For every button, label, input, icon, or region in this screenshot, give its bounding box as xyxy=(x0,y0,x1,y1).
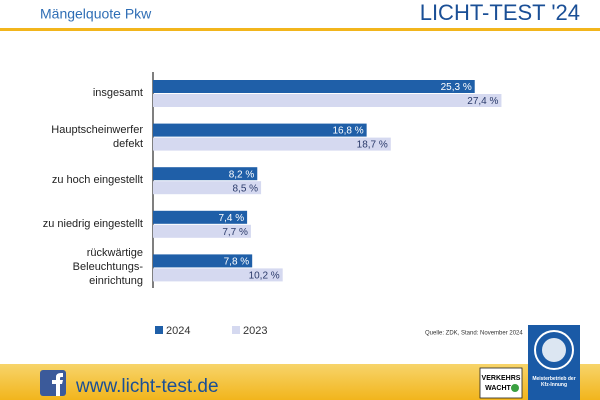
bar xyxy=(153,123,367,137)
bar xyxy=(153,137,391,151)
value-label: 25,3 % xyxy=(441,82,472,93)
category-label: zu hoch eingestellt xyxy=(51,174,143,187)
brand: LICHT-TEST '24 xyxy=(420,0,580,25)
category-label: rückwärtige Beleuchtungs- einrichtung xyxy=(72,247,143,288)
category-label: Hauptscheinwerfer defekt xyxy=(51,123,143,150)
legend-swatch xyxy=(232,326,240,334)
value-label: 27,4 % xyxy=(467,96,498,107)
facebook-f xyxy=(52,373,63,396)
partner-logo xyxy=(479,367,523,399)
category-label: insgesamt xyxy=(92,87,143,99)
value-label: 18,7 % xyxy=(357,140,388,151)
category-label: zu niedrig eingestellt xyxy=(42,217,143,230)
value-label: 8,2 % xyxy=(229,169,255,180)
bar xyxy=(153,80,475,93)
bar xyxy=(153,167,258,181)
partner-text: WACHT xyxy=(485,385,511,392)
bar xyxy=(153,268,283,282)
partner-dot xyxy=(511,384,519,392)
badge-core xyxy=(542,338,566,362)
website: www.licht-test.de xyxy=(75,376,219,397)
value-label: 7,8 % xyxy=(224,257,250,268)
legend-swatch xyxy=(155,326,163,334)
value-label: 16,8 % xyxy=(332,126,363,137)
bar xyxy=(153,224,251,238)
bar xyxy=(153,210,248,224)
value-label: 8,5 % xyxy=(233,183,259,194)
bar xyxy=(153,181,262,195)
value-label: 7,7 % xyxy=(222,227,248,238)
legend-label: 2023 xyxy=(243,325,267,337)
partner-text: VERKEHRS xyxy=(482,375,521,382)
value-label: 7,4 % xyxy=(219,213,245,224)
badge-ring xyxy=(534,330,574,370)
badge xyxy=(528,325,580,400)
chart-title: Mängelquote Pkw xyxy=(40,6,152,22)
bar xyxy=(153,94,502,107)
value-label: 10,2 % xyxy=(249,271,280,282)
header-rule xyxy=(0,28,600,31)
badge-text: Meisterbetrieb der Kfz-Innung xyxy=(532,376,576,388)
bar xyxy=(153,254,253,268)
source: Quelle: ZDK, Stand: November 2024 xyxy=(425,331,523,337)
legend-label: 2024 xyxy=(166,325,190,337)
